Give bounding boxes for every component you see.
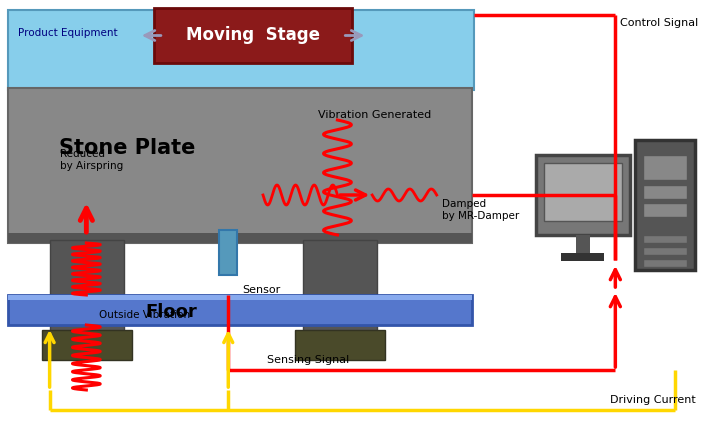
Text: Stone Plate: Stone Plate bbox=[59, 138, 196, 158]
Bar bbox=[219, 230, 237, 275]
Bar bbox=[544, 163, 622, 221]
Text: Control Signal: Control Signal bbox=[620, 18, 699, 28]
Bar bbox=[295, 330, 385, 360]
Bar bbox=[8, 233, 472, 243]
Bar bbox=[643, 247, 687, 255]
Bar bbox=[50, 240, 124, 350]
Bar bbox=[576, 235, 590, 253]
Bar bbox=[643, 235, 687, 243]
Text: Vibration Generated: Vibration Generated bbox=[318, 110, 431, 120]
Bar bbox=[154, 8, 352, 63]
Text: Reduced
by Airspring: Reduced by Airspring bbox=[60, 149, 123, 171]
Bar bbox=[42, 330, 132, 360]
Bar bbox=[8, 10, 475, 90]
Text: Product Equipment: Product Equipment bbox=[18, 28, 117, 38]
Bar bbox=[635, 140, 695, 270]
Bar bbox=[643, 185, 687, 199]
Bar bbox=[643, 259, 687, 267]
Bar bbox=[8, 295, 472, 325]
Bar bbox=[643, 203, 687, 217]
Text: Outside Vibration: Outside Vibration bbox=[99, 310, 191, 320]
Bar bbox=[536, 155, 631, 235]
Bar bbox=[8, 295, 472, 300]
Text: Sensing Signal: Sensing Signal bbox=[267, 355, 349, 365]
Text: Driving Current: Driving Current bbox=[610, 395, 696, 405]
Bar bbox=[561, 253, 605, 261]
Text: Floor: Floor bbox=[146, 303, 198, 321]
Bar bbox=[8, 88, 472, 243]
Text: Moving  Stage: Moving Stage bbox=[186, 26, 320, 44]
Text: Damped
by MR-Damper: Damped by MR-Damper bbox=[441, 199, 519, 221]
Text: Sensor: Sensor bbox=[242, 285, 280, 295]
Bar bbox=[643, 155, 687, 180]
Bar bbox=[303, 240, 377, 350]
